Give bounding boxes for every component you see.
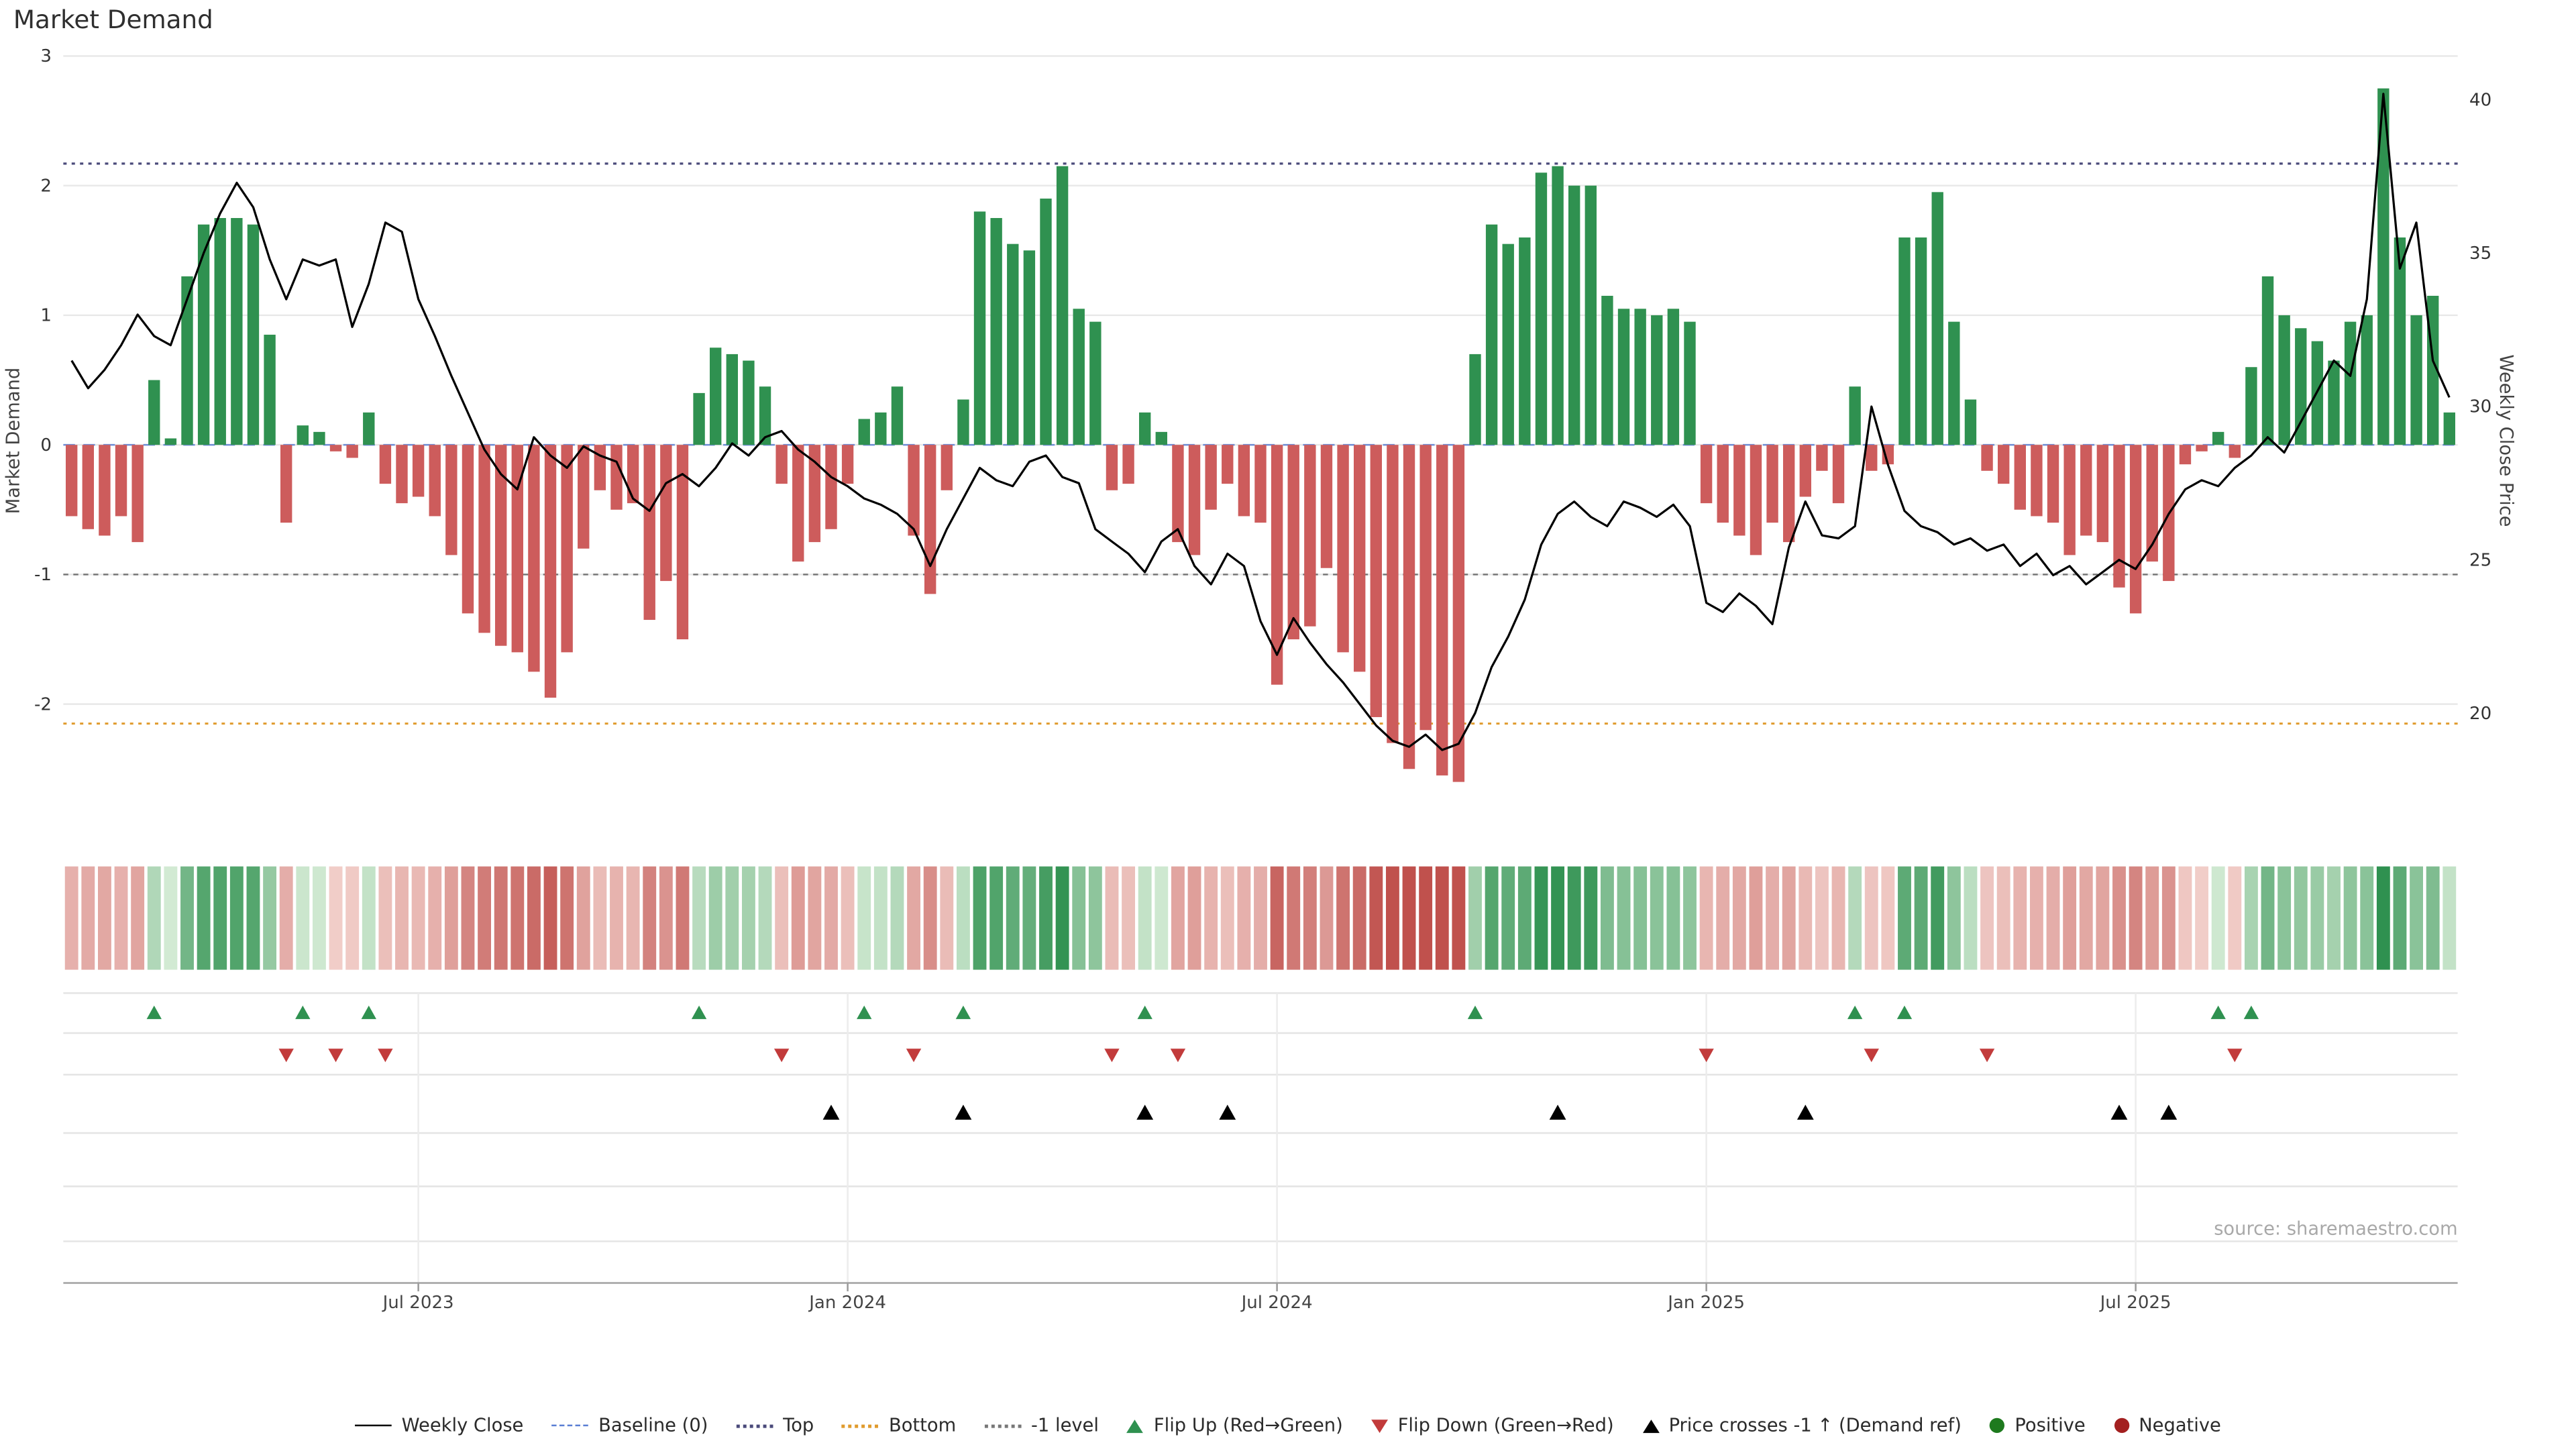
legend-item: Top xyxy=(736,1414,814,1437)
source-note: source: sharemaestro.com xyxy=(2214,1218,2458,1240)
svg-text:25: 25 xyxy=(2469,550,2491,570)
legend-dotted-swatch xyxy=(984,1424,1022,1428)
svg-text:0: 0 xyxy=(40,435,52,455)
legend-item: Positive xyxy=(1990,1415,2086,1436)
legend-label: Weekly Close xyxy=(401,1414,524,1437)
demand-bars xyxy=(65,88,2455,782)
price-line xyxy=(70,93,2451,751)
legend-item: Negative xyxy=(2113,1414,2221,1437)
svg-text:1: 1 xyxy=(40,306,52,326)
legend-dotted-swatch xyxy=(736,1424,773,1428)
axis-labels: 3 2 1 0 -1 -2 40 35 30 25 20 Jul 2023 Jan 2024 Jul 20… xyxy=(34,46,2491,1313)
svg-text:30: 30 xyxy=(2469,397,2491,417)
legend-item: Flip Down (Green→Red) xyxy=(1371,1415,1614,1436)
legend-item: Weekly Close xyxy=(355,1415,523,1436)
legend-label: Top xyxy=(783,1414,814,1437)
legend-triangle-down-swatch xyxy=(1371,1418,1388,1432)
legend-label: Positive xyxy=(2015,1414,2086,1437)
legend-item: Price crosses -1 ↑ (Demand ref) xyxy=(1642,1415,1962,1436)
svg-text:Jan 2025: Jan 2025 xyxy=(1666,1293,1745,1313)
legend-label: Flip Down (Green→Red) xyxy=(1397,1414,1614,1437)
flip-up-markers xyxy=(146,1005,2259,1020)
flip-down-markers xyxy=(278,1049,2243,1063)
svg-text:3: 3 xyxy=(40,46,52,66)
legend-label: Flip Up (Red→Green) xyxy=(1153,1414,1343,1437)
legend-triangle-up-swatch xyxy=(1642,1418,1659,1432)
legend-dot-swatch xyxy=(2113,1417,2129,1434)
reference-lines xyxy=(63,162,2458,725)
price-cross-markers xyxy=(822,1104,2178,1120)
svg-text:Jul 2023: Jul 2023 xyxy=(382,1293,454,1313)
legend-label: Price crosses -1 ↑ (Demand ref) xyxy=(1668,1414,1962,1437)
legend-line-swatch xyxy=(355,1424,392,1427)
legend-item: Baseline (0) xyxy=(551,1414,708,1437)
legend-item: -1 level xyxy=(984,1414,1099,1437)
svg-text:Jul 2024: Jul 2024 xyxy=(1240,1293,1313,1313)
svg-text:Jan 2024: Jan 2024 xyxy=(808,1293,886,1313)
svg-text:35: 35 xyxy=(2469,244,2491,264)
demand-heatmap xyxy=(64,866,2457,970)
svg-text:40: 40 xyxy=(2469,91,2491,111)
legend-label: Negative xyxy=(2139,1414,2221,1437)
page-title: Market Demand xyxy=(13,5,213,36)
legend-item: Bottom xyxy=(842,1415,956,1436)
legend-dotted-swatch xyxy=(842,1424,879,1428)
legend-dot-swatch xyxy=(1990,1417,2005,1434)
legend-label: Baseline (0) xyxy=(598,1414,708,1437)
market-demand-chart: 3 2 1 0 -1 -2 40 35 30 25 20 Jul 2023 Jan 2024 Jul 20… xyxy=(34,46,2491,1313)
legend-dashed-swatch xyxy=(551,1424,589,1427)
svg-text:-2: -2 xyxy=(34,694,52,714)
legend-label: Bottom xyxy=(889,1414,957,1437)
gridlines xyxy=(63,55,2458,1285)
svg-text:-1: -1 xyxy=(34,565,52,585)
legend: Weekly Close Baseline (0) Top Bottom -1 leve… xyxy=(0,1415,2576,1436)
legend-triangle-up-swatch xyxy=(1127,1418,1144,1432)
svg-text:20: 20 xyxy=(2469,704,2491,724)
legend-label: -1 level xyxy=(1031,1414,1099,1437)
svg-text:Jul 2025: Jul 2025 xyxy=(2099,1293,2171,1313)
svg-text:2: 2 xyxy=(40,176,52,196)
legend-item: Flip Up (Red→Green) xyxy=(1127,1415,1343,1436)
